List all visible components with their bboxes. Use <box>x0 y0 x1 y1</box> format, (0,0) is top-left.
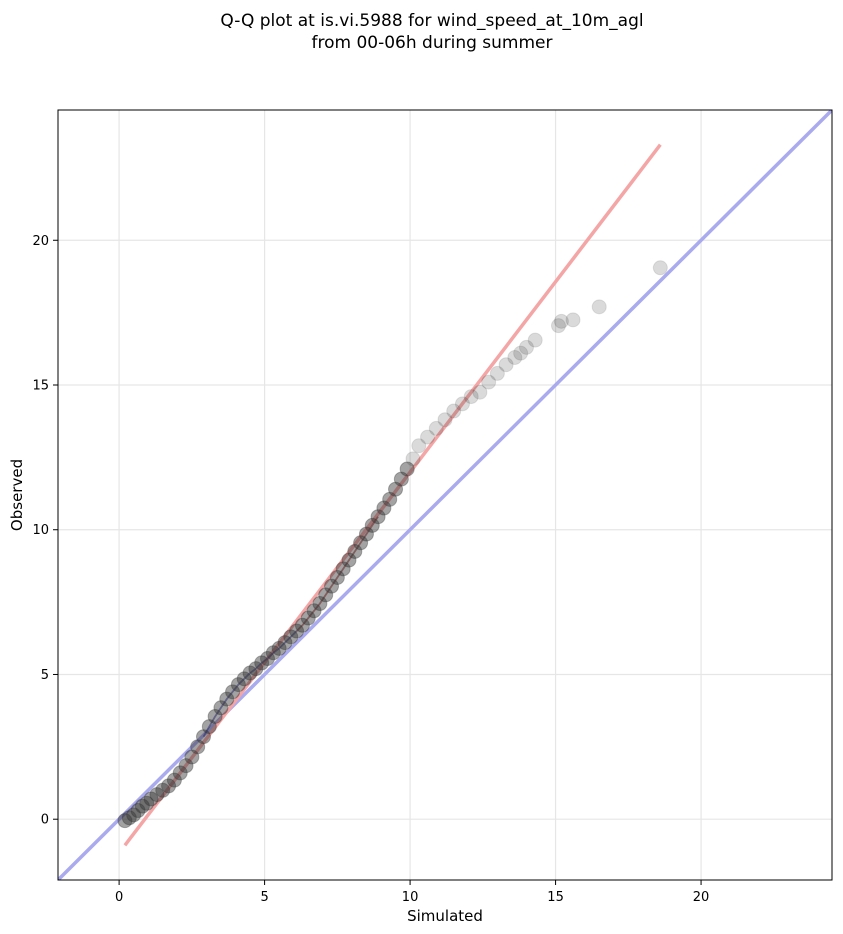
qq-point <box>446 403 462 419</box>
qq-point <box>463 389 479 405</box>
qq-point <box>489 365 505 381</box>
data-points <box>117 260 668 829</box>
qq-point <box>166 772 182 788</box>
reference-lines <box>58 110 832 880</box>
qq-point <box>172 765 188 781</box>
qq-point <box>411 438 427 454</box>
qq-point <box>294 617 310 633</box>
qq-point <box>382 491 398 507</box>
qq-point <box>283 629 299 645</box>
qq-point <box>161 778 177 794</box>
qq-point <box>254 655 270 671</box>
qq-point <box>399 461 415 477</box>
qq-point <box>277 635 293 651</box>
qq-point <box>195 729 211 745</box>
qq-point <box>271 640 287 656</box>
qq-point <box>353 535 369 551</box>
blue-overlay-trace <box>202 630 298 738</box>
y-tick-label: 10 <box>32 523 49 538</box>
y-tick-label: 5 <box>41 668 49 683</box>
qq-point <box>117 813 133 829</box>
qq-point <box>219 691 235 707</box>
x-axis-label: Simulated <box>407 907 483 925</box>
qq-point <box>242 665 258 681</box>
x-tick-label: 10 <box>402 890 419 905</box>
qq-point <box>178 758 194 774</box>
one-to-one-reference-line <box>58 110 832 880</box>
qq-point <box>230 677 246 693</box>
x-tick-label: 20 <box>693 890 710 905</box>
y-axis-label: Observed <box>8 459 26 531</box>
qq-point <box>329 570 345 585</box>
qq-point <box>498 357 514 373</box>
qq-point <box>370 509 386 525</box>
qq-point <box>318 587 334 603</box>
qq-point <box>134 798 150 814</box>
y-axis-ticks: 0 5 10 15 20 <box>32 234 58 828</box>
qq-point <box>306 603 322 619</box>
qq-point <box>149 787 165 803</box>
chart-subtitle: from 00-06h during summer <box>312 33 553 53</box>
qq-point <box>324 578 340 594</box>
qq-point <box>213 700 229 716</box>
chart-title: Q-Q plot at is.vi.5988 for wind_speed_at… <box>220 11 643 31</box>
qq-point <box>341 552 357 568</box>
red-overlay-trace <box>295 516 379 632</box>
qq-point <box>201 719 217 735</box>
y-tick-label: 15 <box>32 379 49 394</box>
x-tick-label: 15 <box>547 890 564 905</box>
qq-point <box>126 807 142 823</box>
qq-point <box>428 420 444 436</box>
qq-point <box>143 791 159 807</box>
qq-point <box>454 396 470 412</box>
qq-point <box>236 671 252 687</box>
fit-line <box>123 143 662 847</box>
qq-point <box>405 451 421 467</box>
qq-point <box>190 739 206 755</box>
qq-point <box>472 384 488 400</box>
qq-point <box>652 260 668 276</box>
qq-point <box>507 350 523 365</box>
qq-point <box>527 332 543 348</box>
y-tick-label: 0 <box>41 813 49 828</box>
qq-point <box>347 543 363 559</box>
qq-point <box>553 313 569 329</box>
qq-point <box>121 810 137 826</box>
x-tick-label: 0 <box>115 890 123 905</box>
qq-point <box>139 795 155 811</box>
qq-point <box>518 339 534 355</box>
qq-point <box>388 481 404 497</box>
qq-point <box>225 684 241 700</box>
qq-point <box>393 471 409 487</box>
qq-point <box>289 623 305 639</box>
qq-point <box>300 610 316 626</box>
x-axis-ticks: 0 5 10 15 20 <box>115 880 709 905</box>
qq-point <box>513 345 529 361</box>
y-tick-label: 20 <box>32 234 49 249</box>
qq-point <box>312 596 328 612</box>
qq-point <box>207 708 223 724</box>
qq-point <box>260 651 276 667</box>
qq-point <box>565 312 581 328</box>
qq-point <box>550 318 566 334</box>
x-tick-label: 5 <box>260 890 268 905</box>
qq-point <box>591 299 607 315</box>
qq-point <box>155 782 171 798</box>
qq-point <box>265 645 281 661</box>
qq-point <box>364 517 380 533</box>
qq-point <box>437 412 453 428</box>
qq-point <box>184 749 200 765</box>
plot-frame <box>57 109 833 881</box>
qq-point <box>358 526 374 542</box>
qq-point <box>248 661 264 677</box>
qq-point <box>420 429 436 445</box>
qq-point <box>130 803 146 819</box>
qq-point <box>376 500 392 516</box>
qq-point <box>481 374 497 390</box>
qq-point <box>335 561 351 577</box>
